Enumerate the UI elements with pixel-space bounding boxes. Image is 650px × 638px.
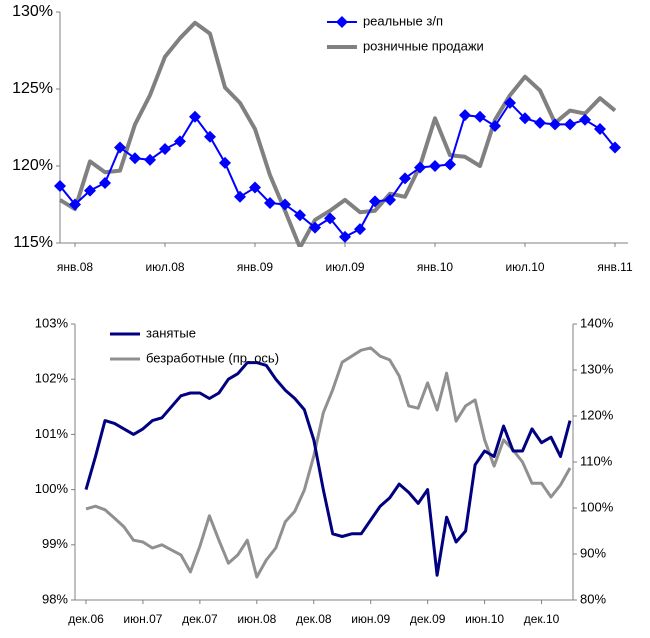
series-line [84,361,572,577]
legend-label: занятые [146,325,196,340]
point [234,190,246,203]
x-tick-label: дек.08 [296,612,332,626]
point [114,141,126,154]
x-tick-label: июн.07 [123,612,162,626]
series-line [59,101,616,238]
point [219,156,231,169]
y-tick-label: 125% [12,80,53,97]
point [189,110,201,123]
point [204,130,216,143]
point [564,118,576,131]
point [69,198,81,211]
point [309,221,321,234]
point [324,212,336,225]
point [594,123,606,136]
x-tick-label: июн.09 [351,612,390,626]
y2-tick-label: 100% [580,499,614,514]
y2-tick-label: 110% [580,453,613,468]
y2-tick-label: 130% [580,361,614,376]
point [354,223,366,236]
y2-tick-label: 140% [580,315,614,330]
y-tick-label: 102% [35,371,69,386]
point [489,119,501,132]
x-tick-label: янв.09 [237,260,274,274]
point [519,112,531,125]
y-tick-label: 120% [12,157,53,174]
x-tick-label: янв.11 [597,260,633,274]
point [264,196,276,209]
x-tick-label: дек.06 [68,612,104,626]
x-tick-label: июл.09 [325,260,364,274]
series-line [58,20,617,247]
x-tick-label: дек.10 [524,612,560,626]
x-tick-label: дек.07 [182,612,218,626]
point [294,209,306,222]
x-tick-label: июл.10 [505,260,544,274]
point [279,198,291,211]
x-tick-label: июн.10 [465,612,504,626]
point [429,160,441,172]
point [459,109,471,122]
legend-label: розничные продажи [363,38,484,53]
point [99,176,111,189]
point [579,113,591,126]
point [414,161,426,174]
legend-label: реальные з/п [363,13,443,28]
point [474,110,486,123]
point [84,184,96,197]
point [144,153,156,166]
y2-tick-label: 120% [580,407,614,422]
point [609,141,621,154]
y-tick-label: 100% [35,481,69,496]
legend-label: безработные (пр. ось) [146,350,279,365]
y-tick-label: 101% [35,426,69,441]
x-tick-label: янв.08 [57,260,94,274]
y-tick-label: 130% [12,3,53,20]
x-tick-label: июл.08 [145,260,184,274]
point [504,96,516,109]
y2-tick-label: 90% [580,545,606,560]
y-tick-label: 99% [42,536,68,551]
y-tick-label: 103% [35,315,69,330]
point [444,158,456,171]
point [534,116,546,129]
point [159,143,171,156]
point [339,230,351,243]
point [384,193,396,206]
y2-tick-label: 80% [580,591,606,606]
point [369,195,381,208]
point [129,152,141,165]
x-tick-label: дек.09 [410,612,446,626]
point [399,172,411,185]
point [54,180,66,193]
point [249,181,261,194]
point [174,135,186,148]
legend-marker [335,16,348,28]
point [549,118,561,131]
x-tick-label: июн.08 [237,612,276,626]
y-tick-label: 115% [13,234,53,251]
y-tick-label: 98% [42,591,68,606]
x-tick-label: янв.10 [417,260,454,274]
series-line [85,346,572,579]
